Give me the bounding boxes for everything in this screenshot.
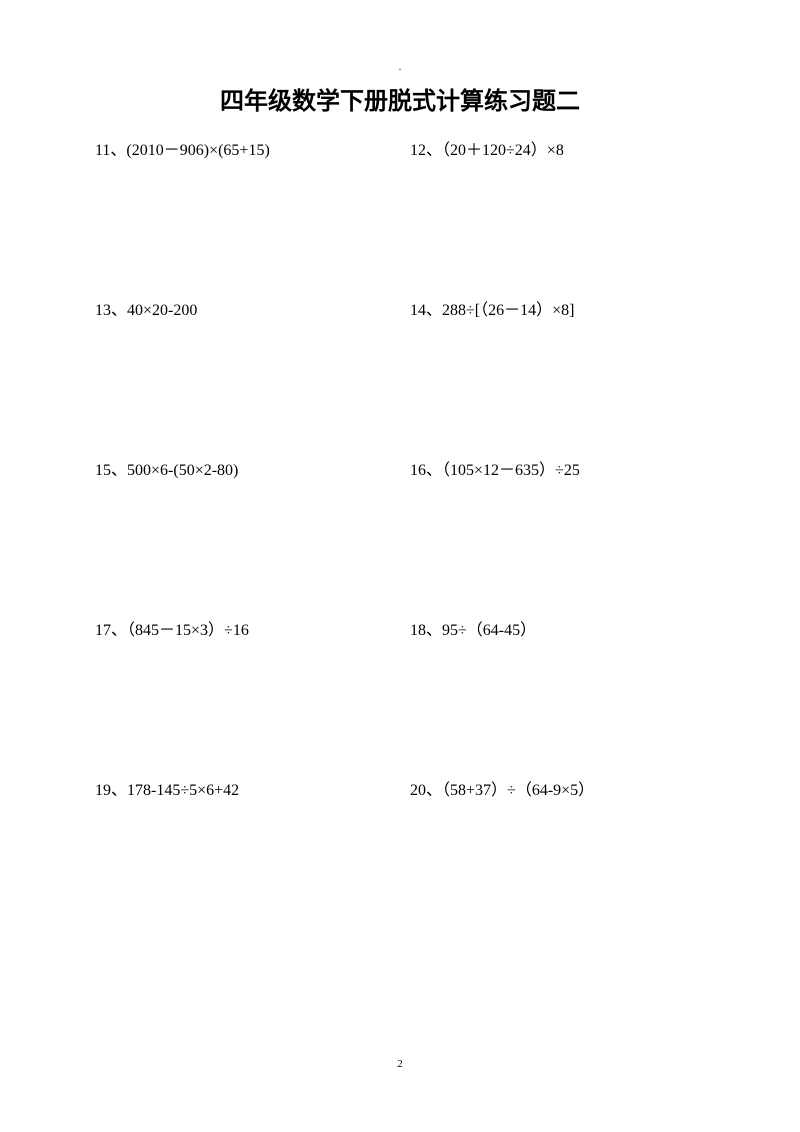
problem-item: 17、（845－15×3）÷16 (95, 620, 400, 780)
page-number: 2 (0, 1058, 800, 1070)
problem-item: 13、40×20-200 (95, 300, 400, 460)
page-container: . 四年级数学下册脱式计算练习题二 11、(2010－906)×(65+15) … (0, 0, 800, 1132)
problem-item: 20、（58+37）÷（64-9×5） (400, 780, 705, 940)
problem-number: 11 (95, 142, 110, 159)
problem-expression: （845－15×3）÷16 (127, 622, 249, 639)
problem-number: 15 (95, 462, 111, 479)
problem-number: 13 (95, 302, 111, 319)
problem-number: 14 (410, 302, 426, 319)
header-dot: . (95, 62, 705, 73)
problem-number: 17 (95, 622, 111, 639)
problem-expression: （20＋120÷24）×8 (442, 142, 564, 159)
problem-expression: （58+37）÷（64-9×5） (442, 782, 594, 799)
problem-item: 14、288÷[（26－14）×8] (400, 300, 705, 460)
problem-item: 11、(2010－906)×(65+15) (95, 140, 400, 300)
problem-item: 16、（105×12－635）÷25 (400, 460, 705, 620)
problem-expression: 178-145÷5×6+42 (127, 782, 239, 799)
problem-number: 16 (410, 462, 426, 479)
problem-number: 19 (95, 782, 111, 799)
problem-expression: (2010－906)×(65+15) (126, 142, 269, 159)
problem-item: 12、（20＋120÷24）×8 (400, 140, 705, 300)
problem-item: 18、95÷（64-45） (400, 620, 705, 780)
problem-item: 19、178-145÷5×6+42 (95, 780, 400, 940)
problem-expression: 95÷（64-45） (442, 622, 536, 639)
problem-expression: 40×20-200 (127, 302, 197, 319)
problem-number: 12 (410, 142, 426, 159)
problem-expression: 288÷[（26－14）×8] (442, 302, 574, 319)
problem-number: 18 (410, 622, 426, 639)
problem-expression: （105×12－635）÷25 (442, 462, 580, 479)
problem-item: 15、500×6-(50×2-80) (95, 460, 400, 620)
problems-grid: 11、(2010－906)×(65+15) 12、（20＋120÷24）×8 1… (95, 140, 705, 940)
page-title: 四年级数学下册脱式计算练习题二 (95, 81, 705, 116)
problem-expression: 500×6-(50×2-80) (127, 462, 238, 479)
problem-number: 20 (410, 782, 426, 799)
